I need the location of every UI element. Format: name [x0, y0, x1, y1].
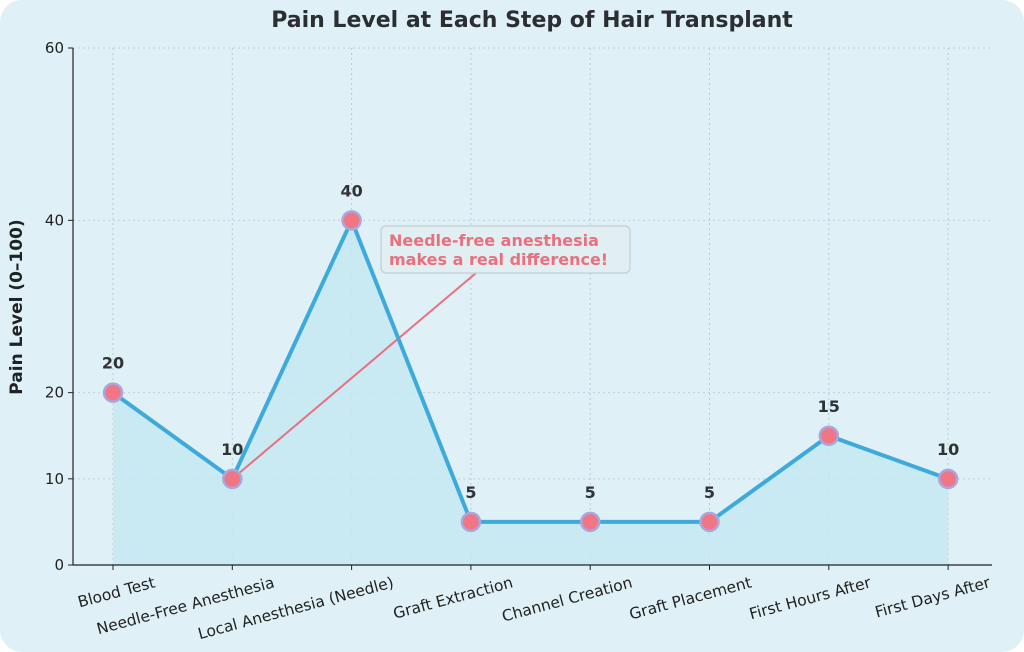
data-value-label: 5 — [465, 483, 476, 502]
y-tick-label: 60 — [45, 39, 64, 57]
data-value-label: 5 — [585, 483, 596, 502]
data-value-label: 5 — [704, 483, 715, 502]
data-point-marker — [460, 511, 482, 533]
data-value-label: 10 — [221, 440, 243, 459]
data-value-label: 40 — [340, 181, 362, 200]
data-value-label: 15 — [818, 397, 840, 416]
annotation-arrow — [231, 272, 477, 480]
data-point-marker — [937, 468, 959, 490]
x-tick-label: Channel Creation — [500, 573, 634, 625]
y-axis-label: Pain Level (0–100) — [7, 219, 27, 394]
chart-title: Pain Level at Each Step of Hair Transpla… — [271, 8, 793, 33]
data-point-marker — [579, 511, 601, 533]
data-value-label: 20 — [102, 354, 124, 373]
x-tick-label: Graft Extraction — [391, 573, 515, 622]
area-fill — [113, 220, 949, 566]
annotation-box — [380, 225, 631, 274]
y-tick-label: 20 — [45, 384, 64, 402]
y-tick-labels: 0 10 20 40 60 — [45, 39, 64, 574]
y-tick-label: 10 — [45, 470, 64, 488]
data-value-label: 10 — [937, 440, 959, 459]
axes — [68, 47, 992, 570]
annotation-text-line2: makes a real difference! — [389, 250, 608, 269]
series-line-path — [111, 218, 951, 524]
x-tick-label: Local Anesthesia (Needle) — [196, 573, 396, 643]
y-tick-label: 40 — [45, 211, 64, 229]
data-point-marker — [341, 210, 362, 231]
series-line — [111, 218, 951, 524]
data-labels: 20 10 40 5 5 5 15 10 — [102, 181, 959, 502]
x-tick-label: Blood Test — [76, 573, 157, 611]
x-tick-label: First Hours After — [747, 573, 873, 623]
x-tick-label: Graft Placement — [627, 573, 753, 623]
area-under-line — [113, 220, 949, 566]
data-point-marker — [699, 511, 720, 533]
data-point-marker — [222, 468, 243, 490]
data-point-marker — [102, 382, 124, 403]
data-point-marker — [818, 425, 840, 446]
y-tick-label: 0 — [54, 556, 64, 574]
data-points — [102, 210, 959, 533]
x-tick-label: First Days After — [873, 573, 993, 621]
annotation-text-line1: Needle-free anesthesia — [389, 231, 599, 250]
